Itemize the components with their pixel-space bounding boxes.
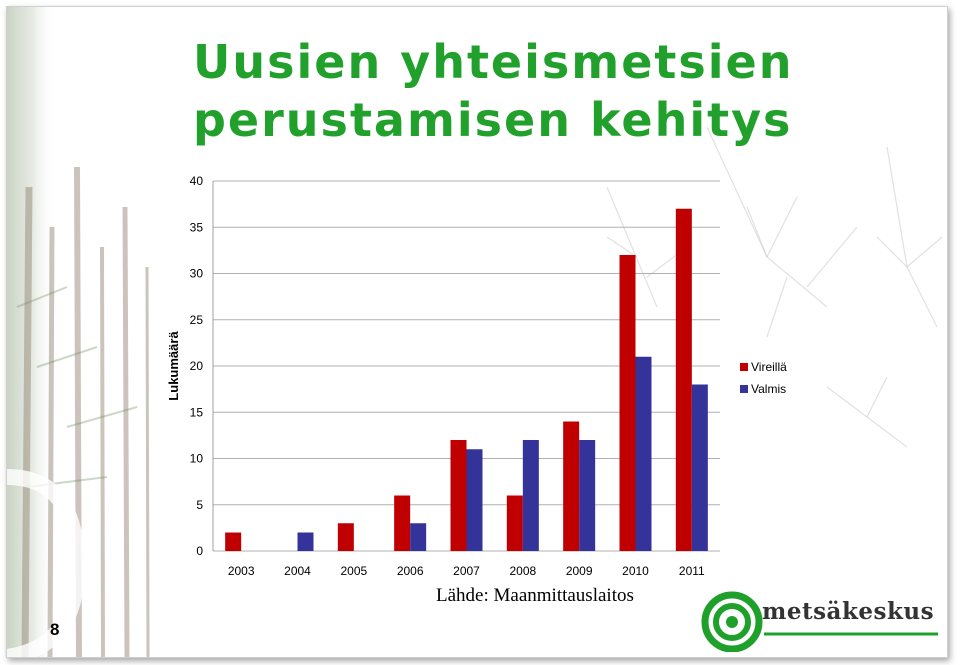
bar-vireilla-2008 <box>506 495 523 551</box>
logo-text: metsäkeskus <box>762 598 935 625</box>
page-title: Uusien yhteismetsien perustamisen kehity… <box>193 33 913 149</box>
bar-vireilla-2009 <box>563 421 580 551</box>
x-tick-label: 2004 <box>284 564 311 578</box>
x-tick-label: 2009 <box>566 564 593 578</box>
y-tick-label: 5 <box>196 498 203 512</box>
legend-label-vireilla: Vireillä <box>751 360 787 374</box>
bar-valmis-2007 <box>466 449 483 551</box>
y-tick-label: 35 <box>190 220 204 234</box>
forest-background-image <box>7 7 943 657</box>
bar-valmis-2006 <box>410 523 427 551</box>
y-tick-label: 25 <box>190 313 204 327</box>
bar-vireilla-2003 <box>225 532 242 551</box>
chart-bars <box>225 208 708 551</box>
bar-vireilla-2011 <box>675 208 692 551</box>
chart-legend: Vireillä Valmis <box>740 360 787 396</box>
bar-valmis-2011 <box>691 384 708 551</box>
y-tick-label: 0 <box>196 544 203 558</box>
bar-vireilla-2006 <box>394 495 411 551</box>
x-tick-label: 2008 <box>509 564 536 578</box>
legend-swatch-vireilla <box>740 363 748 371</box>
x-tick-label: 2005 <box>340 564 367 578</box>
bar-valmis-2010 <box>635 356 652 551</box>
y-tick-label: 15 <box>190 405 204 419</box>
x-tick-label: 2007 <box>453 564 480 578</box>
y-axis-label: Lukumäärä <box>166 331 181 401</box>
bar-vireilla-2010 <box>619 255 636 551</box>
metsakeskus-logo <box>701 591 938 652</box>
y-axis-tick-labels: 0 5 10 15 20 25 30 35 40 <box>190 174 204 558</box>
source-note: Lähde: Maanmittauslaitos <box>436 585 634 606</box>
x-axis-tick-labels: 2003 2004 2005 2006 2007 2008 2009 2010 2011 <box>228 564 705 578</box>
bar-valmis-2008 <box>522 440 539 551</box>
x-tick-label: 2006 <box>397 564 424 578</box>
y-tick-label: 30 <box>190 267 204 281</box>
y-tick-label: 10 <box>190 452 204 466</box>
title-line-1: Uusien yhteismetsien <box>193 35 794 89</box>
x-tick-label: 2011 <box>679 564 705 578</box>
legend-swatch-valmis <box>740 385 748 393</box>
bar-vireilla-2007 <box>450 440 467 551</box>
x-tick-label: 2003 <box>228 564 255 578</box>
y-tick-label: 40 <box>190 174 204 188</box>
bar-valmis-2009 <box>579 440 596 551</box>
y-tick-label: 20 <box>190 359 204 373</box>
x-tick-label: 2010 <box>622 564 649 578</box>
title-line-2: perustamisen kehitys <box>193 93 793 147</box>
bar-valmis-2004 <box>297 532 314 551</box>
bar-vireilla-2005 <box>337 523 354 551</box>
legend-label-valmis: Valmis <box>751 382 786 396</box>
page-number: 8 <box>50 620 60 639</box>
